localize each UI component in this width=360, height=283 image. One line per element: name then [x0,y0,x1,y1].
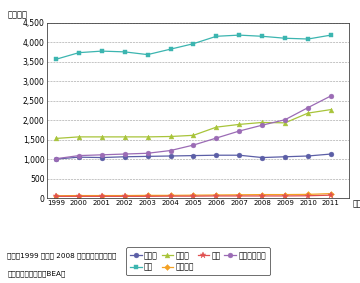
中南米 [191,134,195,137]
中東 [283,194,287,198]
カナダ [214,153,219,157]
カナダ [145,155,150,158]
Text: （年）: （年） [352,200,360,209]
アジア大洋州 [283,118,287,121]
アジア大洋州 [306,106,310,109]
中東 [306,194,310,198]
欧州 [260,35,264,38]
アフリカ [145,194,150,197]
中南米 [260,121,264,124]
カナダ [191,154,195,157]
中南米 [54,137,58,140]
Legend: カナダ, 欧州, 中南米, アフリカ, 中東, アジア大洋州: カナダ, 欧州, 中南米, アフリカ, 中東, アジア大洋州 [126,247,270,275]
欧州 [283,37,287,40]
欧州 [100,50,104,53]
中南米 [329,108,333,111]
中東 [260,194,264,198]
中南米 [77,135,81,139]
アフリカ [306,193,310,196]
アフリカ [283,193,287,196]
カナダ [100,156,104,159]
カナダ [283,155,287,158]
アジア大洋州 [214,136,219,140]
中東 [191,194,195,198]
アジア大洋州 [145,152,150,155]
カナダ [237,153,242,157]
カナダ [122,155,127,158]
アフリカ [168,194,173,197]
アジア大洋州 [100,153,104,156]
アフリカ [329,192,333,195]
中南米 [100,135,104,139]
Text: （千人）: （千人） [8,10,27,19]
欧州 [145,53,150,56]
アフリカ [260,193,264,196]
中東 [54,195,58,198]
欧州 [77,51,81,54]
アジア大洋州 [168,149,173,152]
欧州 [237,33,242,37]
アフリカ [214,193,219,197]
中東 [77,195,81,198]
Line: アフリカ: アフリカ [54,192,333,198]
Line: 中東: 中東 [53,192,334,200]
アフリカ [77,194,81,197]
カナダ [306,154,310,158]
Text: 備考：1999 年から 2008 年は銀行業を除く。: 備考：1999 年から 2008 年は銀行業を除く。 [7,252,117,259]
中東 [329,194,333,197]
欧州 [214,35,219,38]
アフリカ [54,194,58,198]
中東 [168,194,173,198]
欧州 [168,48,173,51]
カナダ [260,156,264,159]
アジア大洋州 [237,129,242,133]
アフリカ [122,194,127,197]
アフリカ [237,193,242,196]
中東 [237,194,242,198]
中南米 [237,123,242,126]
欧州 [306,37,310,41]
Text: 資料：米国商務省（BEA）: 資料：米国商務省（BEA） [7,271,66,277]
カナダ [77,155,81,159]
中東 [145,195,150,198]
アジア大洋州 [260,123,264,127]
アジア大洋州 [122,152,127,156]
中東 [100,195,104,198]
Line: 欧州: 欧州 [54,33,333,62]
アジア大洋州 [191,143,195,147]
中南米 [283,121,287,125]
欧州 [54,58,58,61]
アフリカ [100,194,104,197]
中南米 [168,135,173,138]
アジア大洋州 [77,154,81,157]
カナダ [329,152,333,156]
中南米 [122,135,127,139]
アジア大洋州 [329,94,333,98]
カナダ [54,157,58,161]
Line: 中南米: 中南米 [54,107,333,141]
中南米 [214,125,219,129]
中東 [214,194,219,198]
欧州 [122,50,127,53]
Line: カナダ: カナダ [54,152,333,162]
欧州 [329,33,333,37]
中南米 [145,135,150,139]
中南米 [306,112,310,115]
中東 [122,195,127,198]
アジア大洋州 [54,157,58,160]
欧州 [191,42,195,45]
アフリカ [191,194,195,197]
Line: アジア大洋州: アジア大洋州 [54,93,333,161]
カナダ [168,154,173,158]
